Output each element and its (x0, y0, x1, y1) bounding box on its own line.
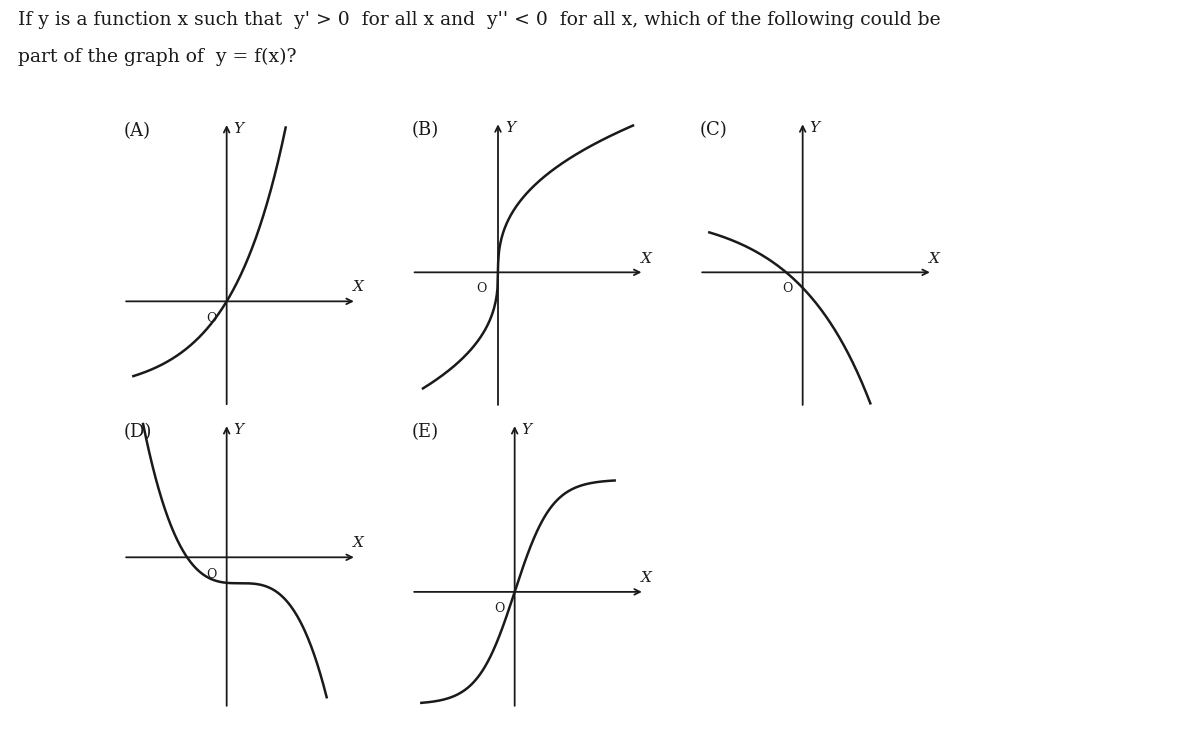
Text: Y: Y (521, 423, 532, 437)
Text: (B): (B) (412, 121, 439, 140)
Text: Y: Y (505, 121, 516, 135)
Text: X: X (929, 252, 940, 266)
Text: O: O (476, 282, 487, 295)
Text: (D): (D) (124, 423, 151, 441)
Text: If y is a function x such that  y' > 0  for all x and  y'' < 0  for all x, which: If y is a function x such that y' > 0 fo… (18, 11, 941, 29)
Text: O: O (782, 282, 793, 295)
Text: X: X (641, 252, 652, 266)
Text: Y: Y (233, 423, 244, 437)
Text: Y: Y (233, 122, 244, 136)
Text: (A): (A) (124, 122, 150, 140)
Text: (C): (C) (700, 121, 727, 140)
Text: X: X (353, 280, 364, 294)
Text: O: O (206, 567, 217, 581)
Text: (E): (E) (412, 423, 438, 441)
Text: O: O (206, 312, 217, 326)
Text: Y: Y (809, 121, 820, 135)
Text: X: X (353, 537, 364, 551)
Text: X: X (641, 571, 652, 585)
Text: part of the graph of  y = f(x)?: part of the graph of y = f(x)? (18, 48, 296, 66)
Text: O: O (494, 602, 505, 615)
